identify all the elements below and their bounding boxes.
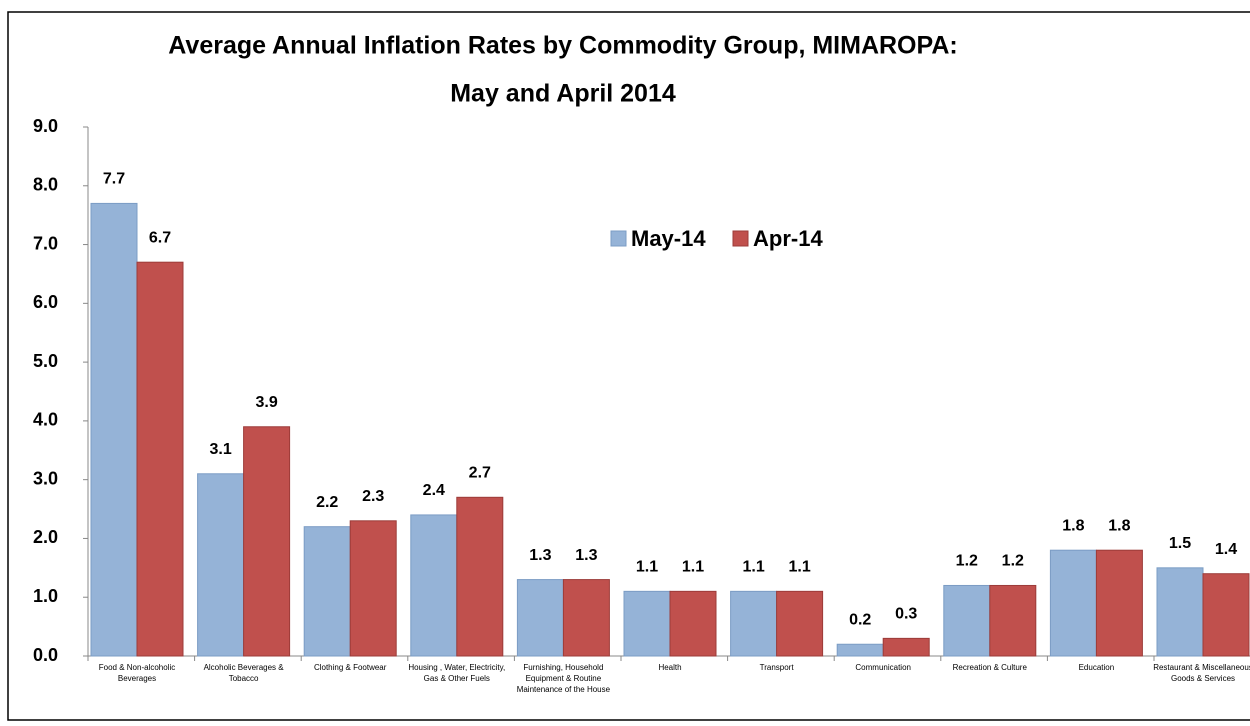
legend-label: Apr-14 [753,226,823,251]
x-tick-label: Restaurant & Miscellaneous Goods & Servi… [1153,663,1250,683]
data-label: 7.7 [103,171,125,188]
bar [836,643,884,657]
data-label: 3.1 [209,441,231,458]
y-tick-label: 0.0 [33,645,58,665]
x-tick-label-box: Alcoholic Beverages & Tobacco [203,663,284,683]
data-label: 1.2 [1002,553,1024,570]
bar [1156,567,1204,657]
bar [1202,573,1250,657]
x-tick-label: Alcoholic Beverages & Tobacco [203,663,284,683]
bar [516,579,564,657]
y-tick-label: 3.0 [33,468,58,488]
y-tick-label: 7.0 [33,233,58,253]
data-label: 0.3 [895,606,917,623]
chart-border [7,11,1250,721]
x-tick-label-box: Furnishing, Household Equipment & Routin… [516,663,611,694]
data-label: 1.3 [529,547,551,564]
bar [882,637,930,657]
x-tick-label-box: Food & Non-alcoholic Beverages [98,663,176,683]
data-label: 2.2 [316,494,338,511]
legend-swatch [732,230,749,247]
data-label: 3.9 [255,394,277,411]
data-label: 2.3 [362,488,384,505]
data-label: 1.8 [1108,517,1130,534]
data-label: 6.7 [149,229,171,246]
bar [669,590,717,657]
bar [1049,549,1097,657]
bar [776,590,824,657]
bar [456,496,504,657]
x-tick-label-box: Education [1078,663,1115,672]
y-tick-label: 8.0 [33,175,58,195]
x-tick-label-box: Communication [855,663,911,672]
bar [197,473,245,657]
bar [136,261,184,657]
legend-swatch [610,230,627,247]
bar [989,584,1037,657]
bar [243,426,291,657]
x-tick-label: Furnishing, Household Equipment & Routin… [516,663,611,694]
x-tick-label: Clothing & Footwear [313,663,387,672]
legend-label: May-14 [631,226,706,251]
bar [90,202,138,657]
x-tick-label: Food & Non-alcoholic Beverages [98,663,176,683]
data-label: 2.7 [469,465,491,482]
x-tick-label-box: Housing , Water, Electricity, Gas & Othe… [408,663,506,683]
y-tick-label: 5.0 [33,351,58,371]
bar [1095,549,1143,657]
data-label: 1.4 [1215,541,1237,558]
data-label: 1.1 [742,559,764,576]
x-tick-label-box: Clothing & Footwear [313,663,387,672]
x-tick-label: Health [658,663,682,672]
data-label: 1.8 [1062,517,1084,534]
data-label: 1.1 [682,559,704,576]
bar [562,579,610,657]
x-tick-label: Communication [855,663,911,672]
x-tick-label-box: Restaurant & Miscellaneous Goods & Servi… [1153,663,1250,683]
x-tick-label: Recreation & Culture [952,663,1027,672]
x-tick-label-box: Transport [759,663,794,672]
data-label: 0.2 [849,611,871,628]
data-label: 1.1 [788,559,810,576]
bar [730,590,778,657]
data-label: 1.3 [575,547,597,564]
bar [623,590,671,657]
x-tick-label-box: Health [658,663,682,672]
x-tick-label: Housing , Water, Electricity, Gas & Othe… [408,663,506,683]
data-label: 1.5 [1169,535,1191,552]
y-tick-label: 4.0 [33,410,58,430]
y-tick-label: 9.0 [33,116,58,136]
chart-title: Average Annual Inflation Rates by Commod… [168,32,957,60]
data-label: 1.2 [956,553,978,570]
x-tick-label-box: Recreation & Culture [952,663,1027,672]
y-tick-label: 2.0 [33,527,58,547]
y-tick-label: 6.0 [33,292,58,312]
bar [349,520,397,657]
x-tick-label: Education [1078,663,1115,672]
data-label: 2.4 [423,482,445,499]
chart-subtitle: May and April 2014 [450,80,676,108]
y-tick-label: 1.0 [33,586,58,606]
bar [410,514,458,657]
x-tick-label: Transport [759,663,794,672]
data-label: 1.1 [636,559,658,576]
bar [943,584,991,657]
bar [303,526,351,657]
